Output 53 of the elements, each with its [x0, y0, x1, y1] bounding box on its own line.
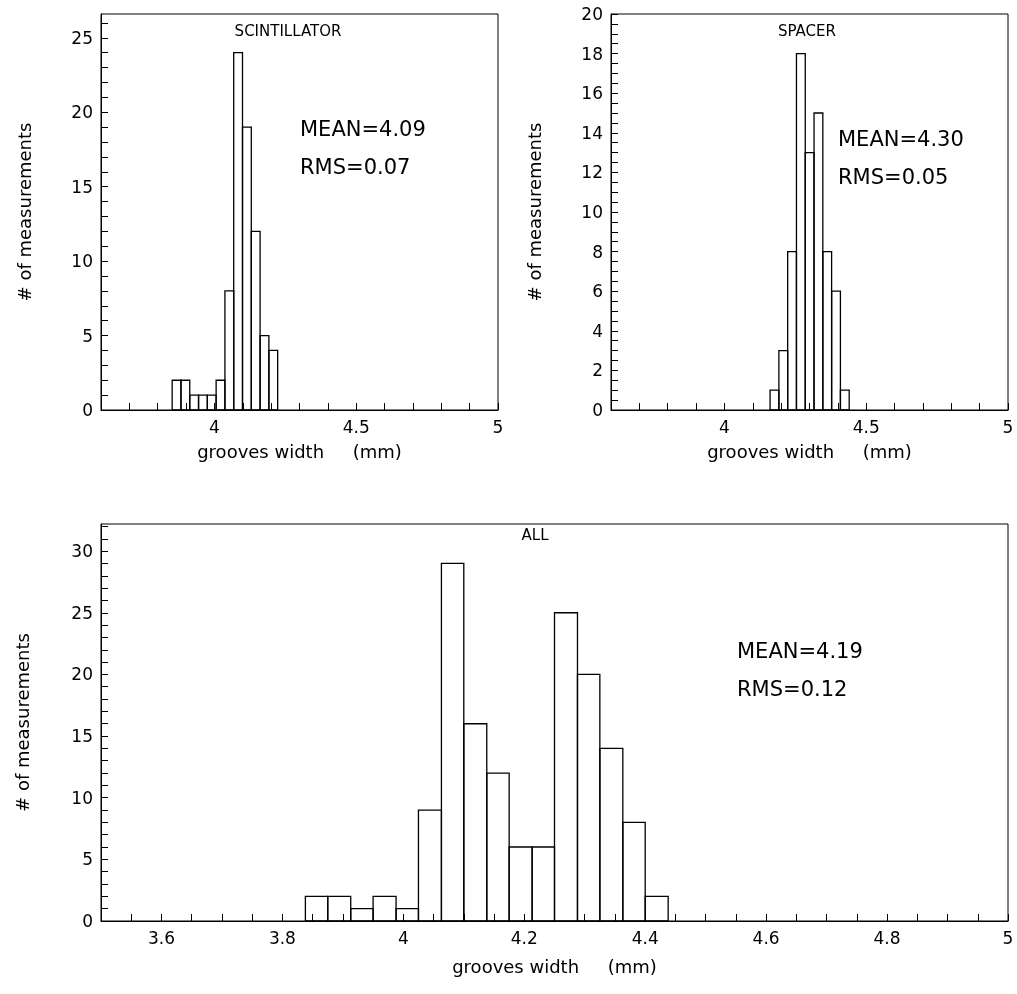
y-tick-label: 5: [82, 849, 93, 870]
x-tick-label: 4.2: [510, 927, 538, 948]
y-tick-label: 20: [71, 102, 93, 123]
x-tick-label: 3.8: [268, 927, 296, 948]
y-tick-label: 2: [592, 360, 603, 381]
x-tick-label: 4.8: [873, 927, 901, 948]
y-tick-label: 25: [71, 602, 93, 623]
x-tick-label: 4: [397, 927, 409, 948]
y-tick-label: 6: [592, 281, 603, 302]
y-axis-title: # of measurements: [13, 122, 35, 302]
y-tick-label: 18: [581, 43, 603, 64]
y-tick-label: 8: [592, 241, 603, 262]
annotation: MEAN=4.19: [737, 638, 863, 663]
y-tick-label: 30: [71, 541, 93, 562]
y-tick-label: 16: [581, 83, 603, 104]
x-tick-label: 4.5: [852, 416, 880, 437]
text: SCINTILLATOR: [234, 21, 342, 40]
annotation: MEAN=4.30: [838, 126, 964, 151]
y-tick-label: 5: [82, 325, 93, 346]
y-tick-label: 12: [581, 162, 603, 183]
x-axis-title: grooves width (mm): [707, 440, 912, 462]
y-tick-label: 4: [592, 320, 603, 341]
x-tick-label: 4: [209, 416, 220, 437]
y-tick-label: 0: [82, 911, 93, 931]
x-axis-title: grooves width (mm): [452, 955, 657, 977]
y-tick-label: 0: [82, 400, 93, 420]
annotation: RMS=0.07: [300, 154, 411, 179]
chart-title: ALL: [521, 525, 550, 544]
y-tick-label: 20: [581, 4, 603, 24]
x-tick-label: 5: [492, 416, 504, 437]
y-tick-label: 10: [71, 787, 93, 808]
y-tick-label: 20: [71, 664, 93, 685]
y-axis-title: # of measurements: [11, 633, 33, 812]
y-tick-label: 10: [581, 202, 603, 222]
x-tick-label: 4: [719, 416, 730, 437]
y-tick-label: 25: [71, 27, 93, 48]
y-tick-label: 14: [581, 122, 603, 143]
x-tick-label: 3.6: [147, 927, 175, 948]
x-tick-label: 4.5: [342, 416, 370, 437]
x-tick-label: 5: [1002, 416, 1014, 437]
x-tick-label: 4.4: [631, 927, 659, 948]
annotation: RMS=0.12: [737, 676, 848, 701]
y-tick-label: 10: [71, 251, 93, 272]
x-tick-label: 5: [1002, 927, 1014, 948]
y-tick-label: 15: [71, 176, 93, 197]
text: SPACER: [778, 21, 836, 40]
x-tick-label: 4.6: [752, 927, 780, 948]
annotation: RMS=0.05: [838, 164, 949, 189]
x-axis-title: grooves width (mm): [197, 440, 402, 462]
y-tick-label: 15: [71, 726, 93, 747]
y-tick-label: 0: [592, 400, 603, 420]
annotation: MEAN=4.09: [300, 116, 426, 141]
y-axis-title: # of measurements: [523, 122, 545, 302]
